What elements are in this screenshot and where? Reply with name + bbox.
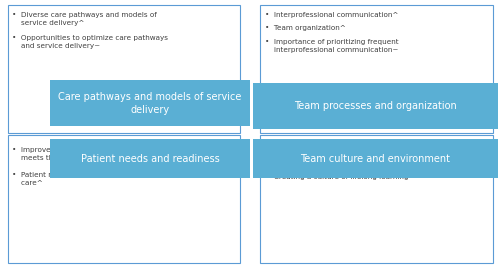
FancyBboxPatch shape — [8, 5, 240, 133]
Text: •  Team organization^: • Team organization^ — [265, 25, 346, 31]
Text: Care pathways and models of service
delivery: Care pathways and models of service deli… — [58, 92, 242, 115]
Text: •  Importance of prioritizing frequent
    interprofessional communication~: • Importance of prioritizing frequent in… — [265, 39, 398, 53]
FancyBboxPatch shape — [50, 80, 250, 126]
FancyBboxPatch shape — [252, 139, 498, 178]
Text: •  Interprofessional communication^: • Interprofessional communication^ — [265, 12, 398, 18]
FancyBboxPatch shape — [252, 83, 498, 129]
Text: •  Value of supportive environment^: • Value of supportive environment^ — [265, 147, 398, 153]
Text: •  Diverse care pathways and models of
    service delivery^: • Diverse care pathways and models of se… — [12, 12, 157, 26]
FancyBboxPatch shape — [50, 139, 250, 178]
Text: Patient needs and readiness: Patient needs and readiness — [80, 154, 220, 164]
Text: •  Opportunities to optimize care pathways
    and service delivery~: • Opportunities to optimize care pathway… — [12, 35, 168, 49]
FancyBboxPatch shape — [8, 135, 240, 263]
Text: Team processes and organization: Team processes and organization — [294, 101, 456, 111]
Text: Team culture and environment: Team culture and environment — [300, 154, 450, 164]
Text: •  Team dynamics^: • Team dynamics^ — [265, 161, 336, 167]
Text: •  Creating a culture of lifelong learning~: • Creating a culture of lifelong learnin… — [265, 174, 414, 180]
Text: •  Improved access to interprofessional care
    meets the needs of patients^: • Improved access to interprofessional c… — [12, 147, 172, 161]
FancyBboxPatch shape — [260, 5, 492, 133]
Text: •  Patient readiness to engage in team-based
    care^: • Patient readiness to engage in team-ba… — [12, 172, 177, 185]
FancyBboxPatch shape — [260, 135, 492, 263]
